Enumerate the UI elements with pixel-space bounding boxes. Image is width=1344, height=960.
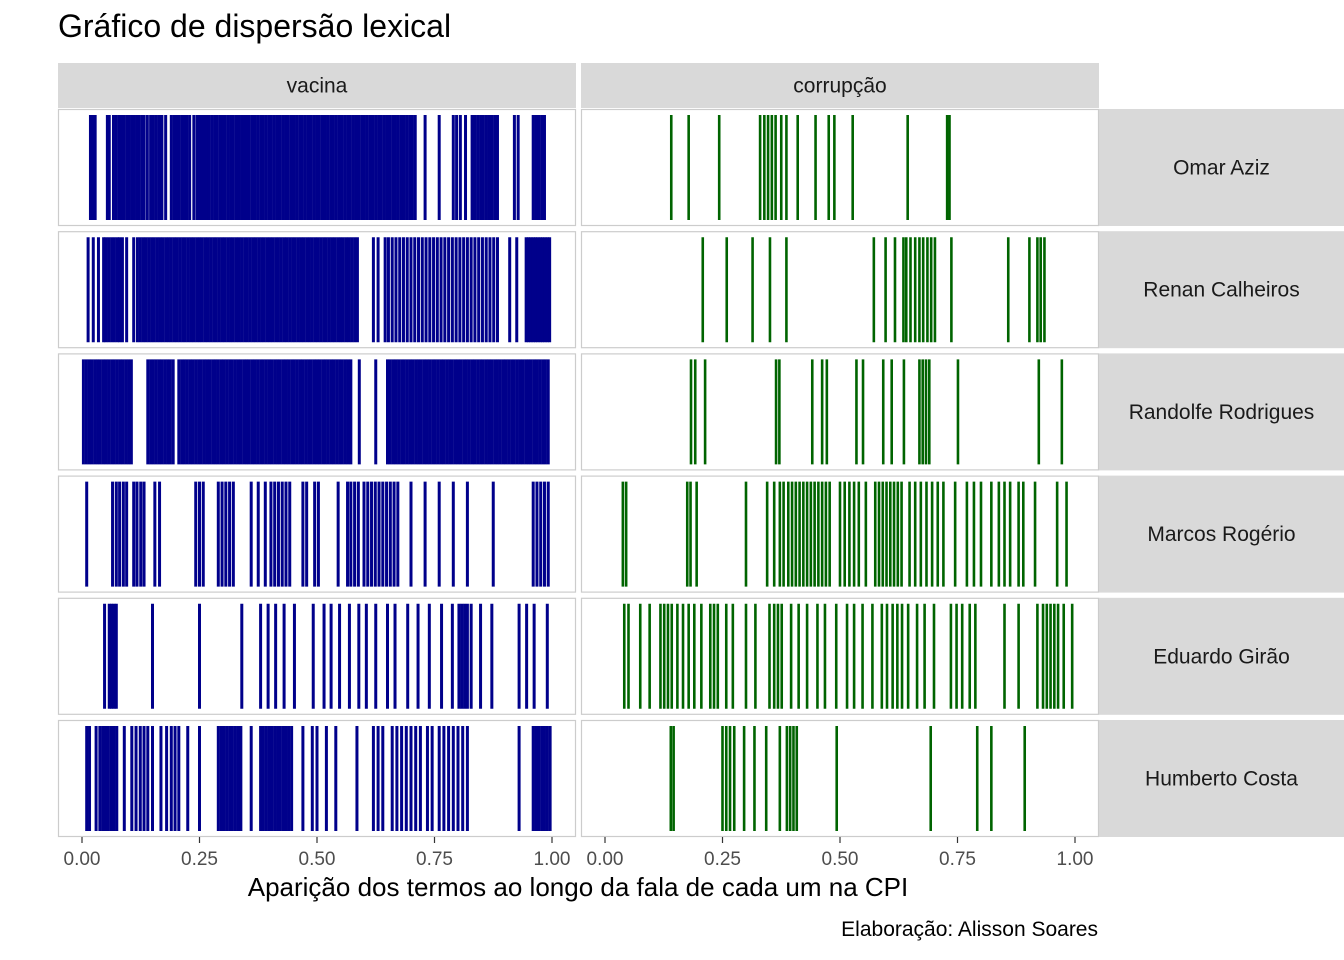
panel-corrupcao-row-1 xyxy=(580,108,1100,227)
panel-corrupcao-row-3 xyxy=(580,353,1100,471)
marks-corrupcao-row-4 xyxy=(621,481,1068,587)
marks-corrupcao-row-2 xyxy=(701,237,1046,343)
x-tick-label-corrupcao: 1.00 xyxy=(1057,849,1094,870)
marks-corrupcao-row-1 xyxy=(669,115,951,220)
speaker-strip-row-4 xyxy=(1099,475,1344,593)
speaker-label-row-2: Renan Calheiros xyxy=(1143,279,1299,302)
marks-corrupcao-row-5 xyxy=(622,603,1074,709)
panel-corrupcao-row-5 xyxy=(580,597,1100,715)
marks-vacina-row-1 xyxy=(88,115,546,220)
marks-corrupcao-row-6 xyxy=(669,726,1027,831)
speaker-strip-row-6 xyxy=(1099,720,1344,837)
chart-title: Gráfico de dispersão lexical xyxy=(58,8,452,44)
facet-label-vacina: vacina xyxy=(287,75,348,98)
x-tick-label-corrupcao: 0.75 xyxy=(939,849,976,870)
marks-vacina-row-2 xyxy=(86,237,552,343)
marks-vacina-row-3 xyxy=(81,359,550,465)
speaker-strip-row-1 xyxy=(1099,109,1344,226)
speaker-label-row-5: Eduardo Girão xyxy=(1153,645,1290,668)
speaker-strip-row-5 xyxy=(1099,597,1344,715)
speaker-label-row-4: Marcos Rogério xyxy=(1147,523,1295,546)
marks-corrupcao-row-3 xyxy=(689,359,1064,465)
chart-caption: Elaboração: Alisson Soares xyxy=(841,918,1098,941)
x-tick-label-vacina: 0.25 xyxy=(181,849,218,870)
facet-strip-vacina xyxy=(58,63,576,108)
marks-vacina-row-5 xyxy=(103,603,549,709)
x-tick-label-corrupcao: 0.25 xyxy=(704,849,741,870)
x-tick-label-corrupcao: 0.00 xyxy=(587,849,624,870)
speaker-strip-row-3 xyxy=(1099,353,1344,471)
speaker-label-row-1: Omar Aziz xyxy=(1173,157,1270,180)
x-tick-label-vacina: 0.00 xyxy=(64,849,101,870)
x-tick-label-corrupcao: 0.50 xyxy=(822,849,859,870)
speaker-strip-row-2 xyxy=(1099,231,1344,349)
panel-vacina-row-5 xyxy=(57,597,577,715)
speaker-label-row-6: Humberto Costa xyxy=(1145,768,1298,791)
x-tick-label-vacina: 1.00 xyxy=(534,849,571,870)
panel-corrupcao-row-2 xyxy=(580,231,1100,349)
x-tick-label-vacina: 0.75 xyxy=(416,849,453,870)
facet-strip-corrupcao xyxy=(581,63,1099,108)
x-axis-label: Aparição dos termos ao longo da fala de … xyxy=(247,872,909,902)
panel-corrupcao-row-6 xyxy=(580,719,1100,838)
facet-label-corrupcao: corrupção xyxy=(793,75,886,98)
x-tick-label-vacina: 0.50 xyxy=(299,849,336,870)
marks-vacina-row-4 xyxy=(85,481,550,587)
speaker-label-row-3: Randolfe Rodrigues xyxy=(1129,401,1315,424)
marks-vacina-row-6 xyxy=(85,726,552,831)
